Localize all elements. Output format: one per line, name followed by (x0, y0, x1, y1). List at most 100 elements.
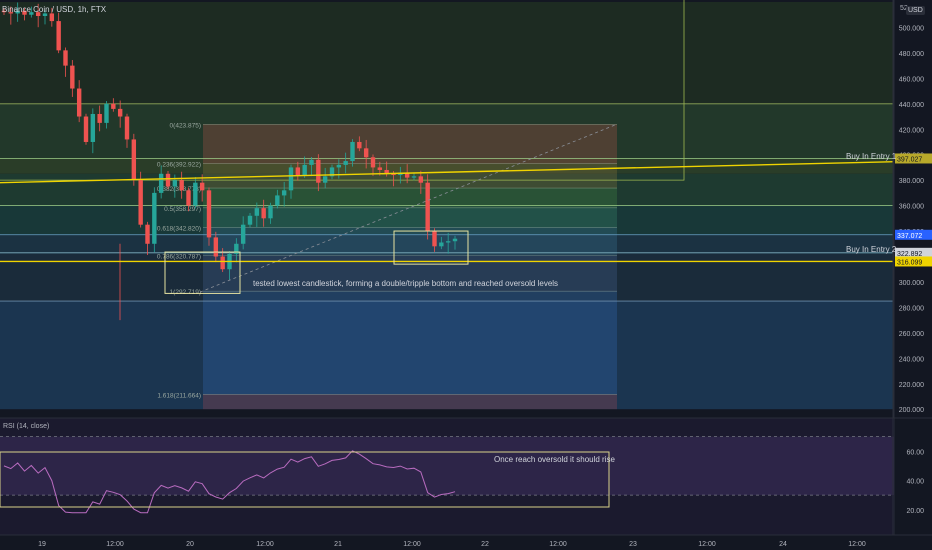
candle (124, 116, 130, 140)
candle (49, 13, 55, 22)
candle (42, 13, 48, 16)
candle (343, 161, 348, 165)
time-tick-label: 12:00 (848, 541, 866, 548)
candle (452, 238, 458, 242)
candle (377, 167, 383, 170)
fib-zone (203, 394, 617, 410)
price-marker (895, 247, 932, 258)
candle (336, 164, 342, 168)
candle (117, 108, 123, 117)
price-marker (895, 256, 932, 267)
candle (247, 215, 253, 225)
candle (22, 10, 27, 15)
rsi-pane (0, 418, 894, 535)
candle (411, 176, 417, 178)
candle (309, 159, 314, 165)
fib-level-label: 0.5(358.297) (164, 206, 201, 213)
candle (186, 190, 191, 206)
candle (90, 113, 96, 142)
time-tick-label: 12:00 (549, 541, 567, 548)
rsi-line (3, 450, 456, 514)
time-tick-label: 21 (334, 541, 342, 548)
trend-line (199, 123, 618, 293)
candle (445, 241, 451, 243)
zone-outline (0, 0, 685, 181)
fib-level-label: 0.236(392.922) (157, 162, 201, 169)
time-tick-label: 23 (629, 541, 637, 548)
candle (179, 180, 184, 191)
fib-zone (203, 291, 617, 395)
time-tick-label: 12:00 (106, 541, 124, 548)
candle (29, 12, 34, 15)
currency-badge[interactable]: USD (906, 6, 925, 15)
symbol-title: Binance Coin / USD, 1h, FTX (2, 5, 107, 14)
candle (1, 10, 7, 13)
candle (8, 12, 14, 14)
candle (76, 88, 82, 117)
fib-zone (203, 188, 617, 208)
candle (350, 141, 355, 162)
candle (329, 167, 335, 177)
price-marker (895, 153, 932, 164)
candle (240, 224, 246, 244)
candle (145, 224, 150, 244)
candle (234, 243, 239, 254)
candle (275, 195, 280, 206)
rsi-tick-label: 60.00 (906, 449, 924, 456)
zone-band (0, 234, 894, 254)
candle (15, 10, 20, 14)
rsi-tick-label: 40.00 (906, 479, 924, 486)
price-tick-label: 200.000 (899, 407, 924, 414)
candle (370, 157, 376, 168)
candle (35, 12, 41, 16)
yellow-trend-line (0, 160, 895, 184)
bottom-highlight-box (164, 251, 241, 294)
candle (83, 116, 89, 142)
price-tick-label: 500.000 (899, 25, 924, 32)
candle (391, 173, 396, 176)
price-marker-label: 316.099 (897, 259, 922, 266)
buy-entry-1-label: Buy In Entry 1 (846, 152, 897, 161)
fib-level-label: 1(292.719) (170, 289, 201, 296)
candle (316, 159, 321, 183)
candle (432, 231, 437, 247)
price-tick-label: 240.000 (899, 356, 924, 363)
candle (404, 172, 410, 178)
rsi-note: Once reach oversold it should rise (494, 455, 615, 464)
price-marker (895, 229, 932, 240)
rsi-annotation-box (0, 451, 610, 508)
fib-zone (203, 124, 617, 164)
candle (220, 256, 225, 270)
candle (425, 182, 430, 232)
candlestick-note: tested lowest candlestick, forming a dou… (253, 279, 559, 288)
price-tick-label: 52 (900, 5, 908, 12)
candle (439, 242, 444, 247)
price-marker-label: 337.072 (897, 233, 922, 240)
fib-level-label: 0(423.875) (170, 122, 201, 129)
candle (281, 190, 287, 196)
buy-entry-2-label: Buy In Entry 2 (846, 245, 897, 254)
rsi-band (0, 436, 894, 496)
candle (288, 167, 294, 191)
price-marker-label: 322.892 (897, 251, 922, 258)
zone-band (0, 2, 894, 104)
zone-band (0, 301, 894, 410)
candle (213, 237, 219, 257)
zone-band (0, 103, 894, 159)
candle (193, 182, 198, 206)
price-tick-label: 460.000 (899, 76, 924, 83)
fib-zone (203, 207, 617, 228)
rsi-tick-label: 20.00 (906, 508, 924, 515)
candle (111, 103, 116, 109)
candle (302, 164, 307, 176)
candle (254, 208, 260, 216)
candle (165, 173, 171, 187)
price-marker-label: 397.027 (897, 156, 922, 163)
candle (384, 169, 389, 174)
candle (363, 148, 369, 158)
price-tick-label: 300.000 (899, 280, 924, 287)
candle (138, 180, 143, 225)
price-tick-label: 440.000 (899, 102, 924, 109)
candle (268, 205, 273, 219)
